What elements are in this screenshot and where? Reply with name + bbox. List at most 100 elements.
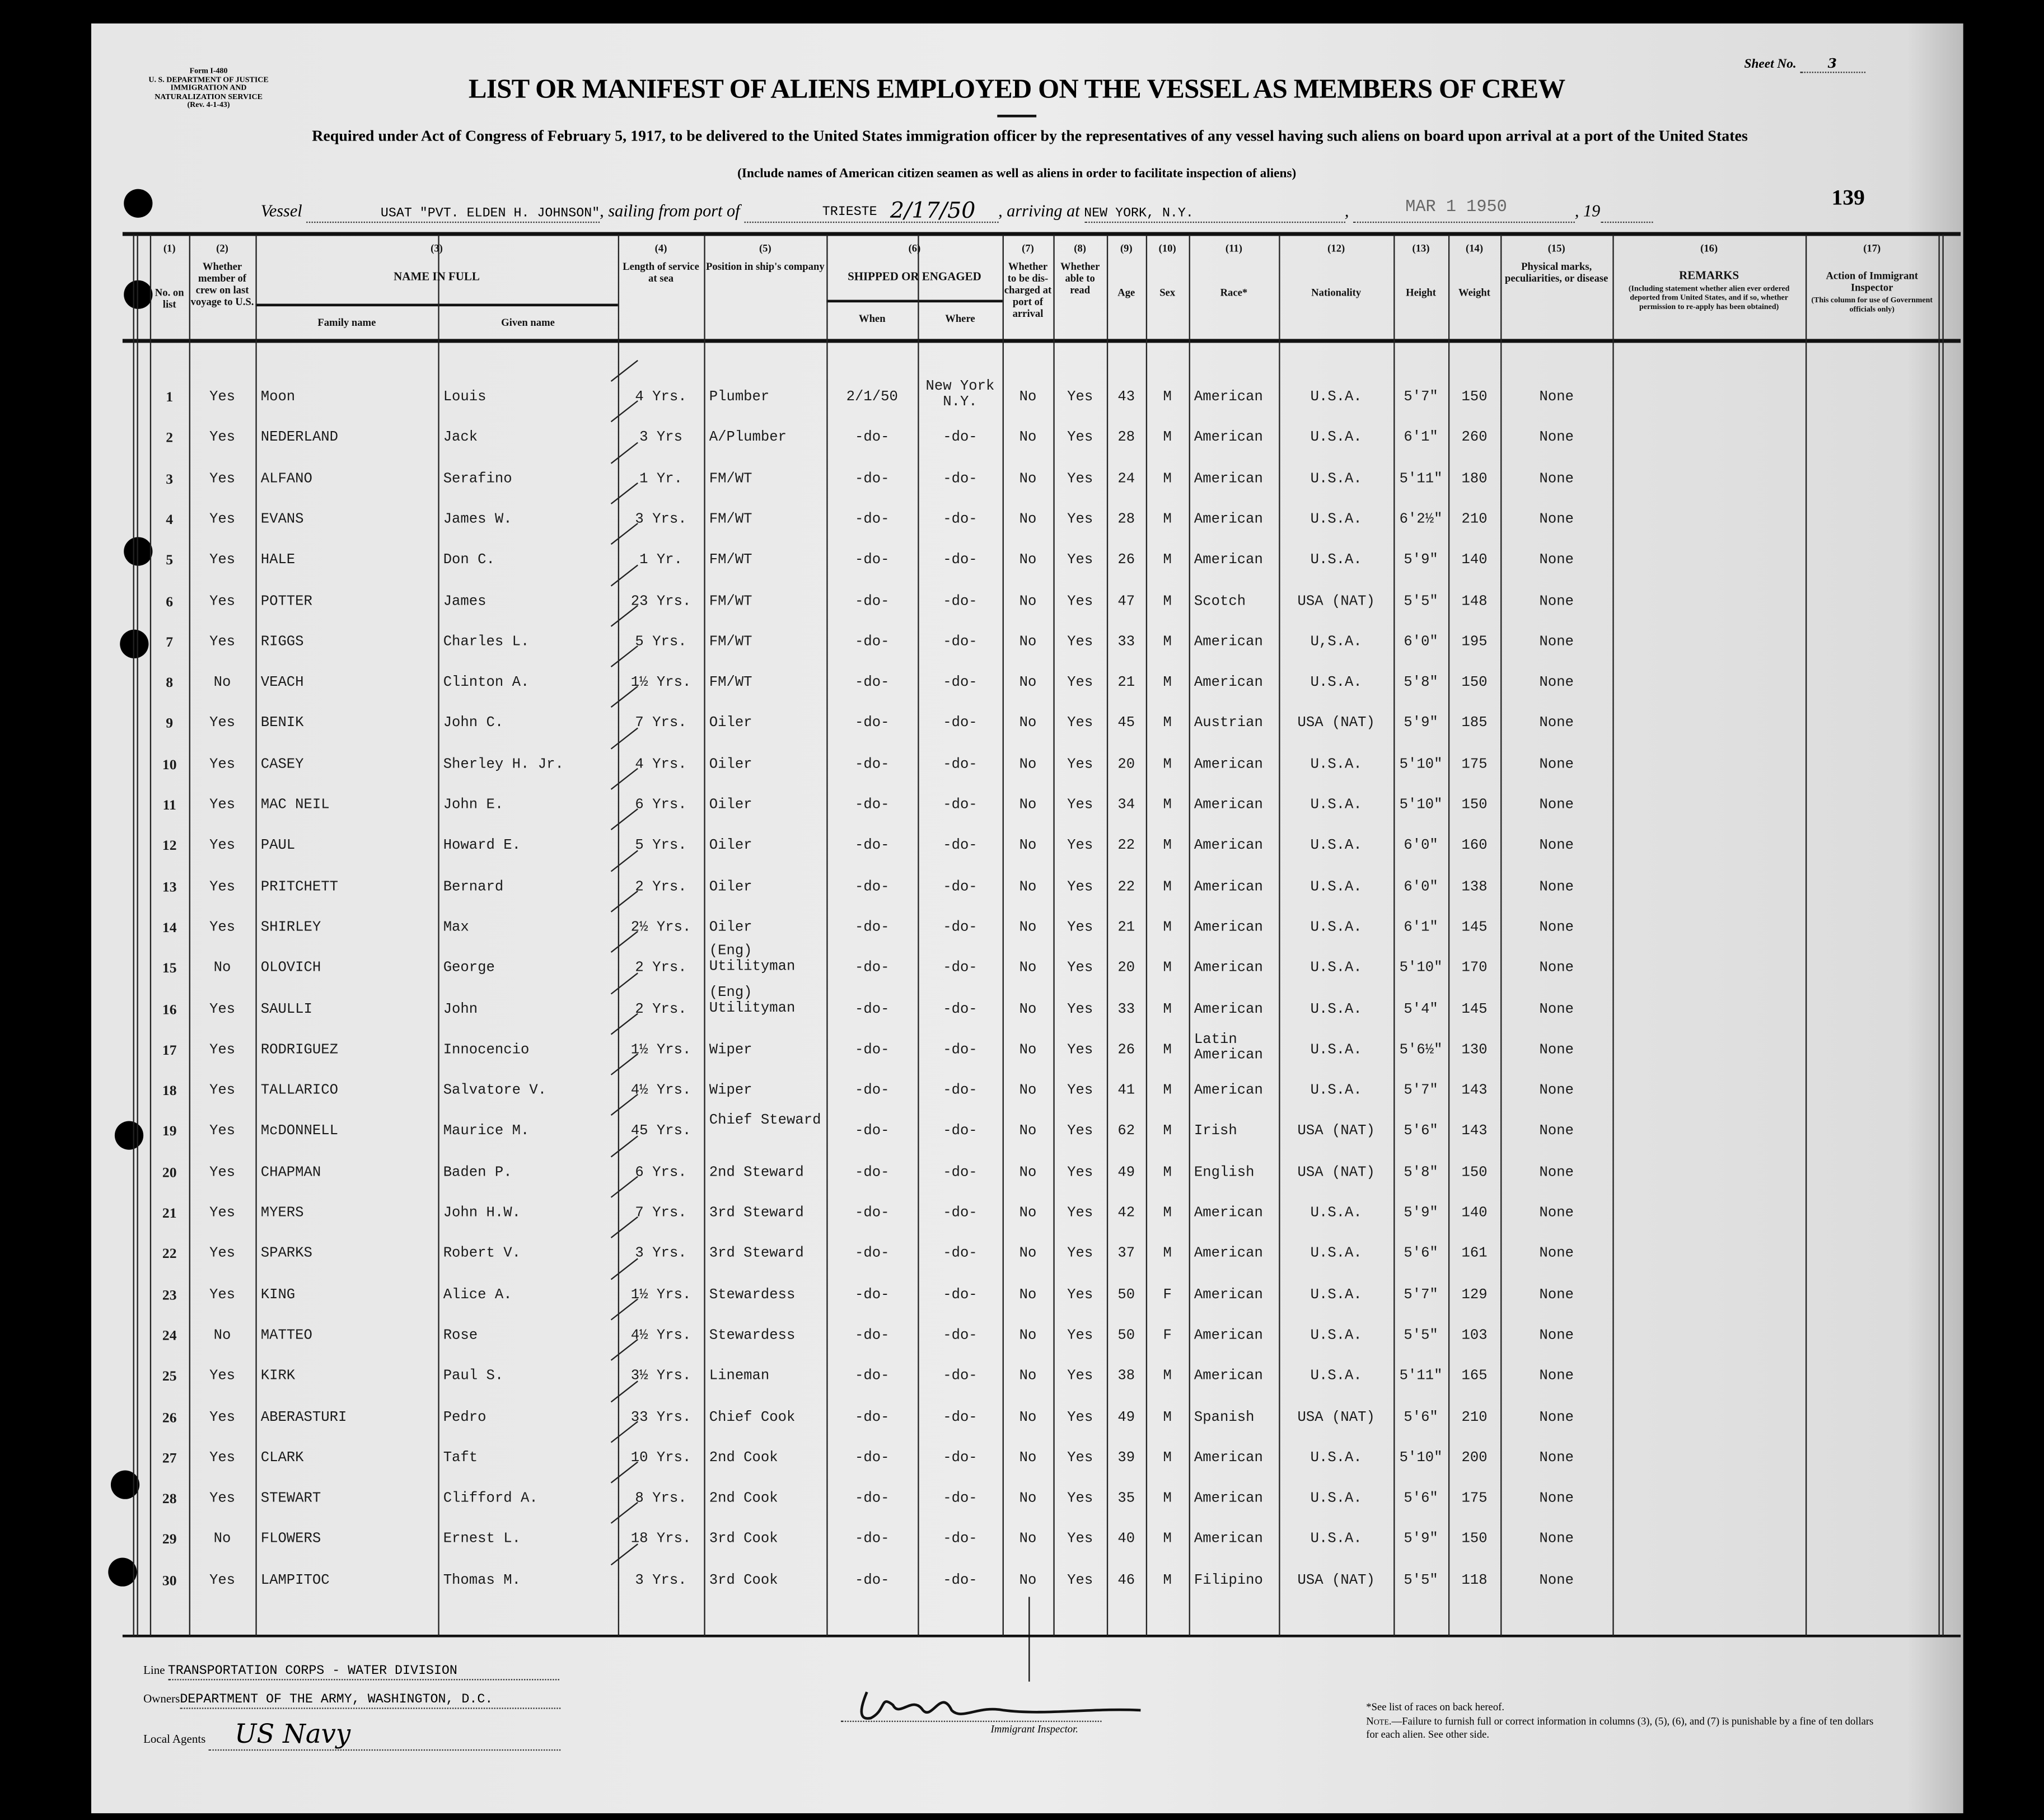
length-of-service: 4 Yrs. bbox=[635, 390, 687, 406]
length-of-service: 4½ Yrs. bbox=[630, 1083, 691, 1100]
row-number: 1 bbox=[166, 390, 174, 406]
shipped-where: -do- bbox=[943, 757, 977, 773]
crew-last-voyage: Yes bbox=[209, 1246, 236, 1262]
crew-last-voyage: Yes bbox=[209, 920, 236, 936]
sheet-number: Sheet No. 3 bbox=[1744, 57, 1865, 73]
crew-last-voyage: Yes bbox=[209, 390, 236, 406]
physical-marks: None bbox=[1539, 1532, 1574, 1548]
crew-last-voyage: Yes bbox=[209, 1205, 236, 1222]
sex: M bbox=[1163, 1491, 1172, 1507]
physical-marks: None bbox=[1539, 716, 1574, 732]
discharged: No bbox=[1019, 1287, 1037, 1303]
nationality: USA (NAT) bbox=[1297, 1410, 1375, 1426]
punch-hole bbox=[108, 1557, 137, 1587]
height: 5'7" bbox=[1404, 1287, 1438, 1303]
position: 3rd Steward bbox=[709, 1246, 804, 1262]
given-name: Taft bbox=[443, 1451, 478, 1467]
race: American bbox=[1194, 798, 1263, 813]
given-name: Max bbox=[443, 920, 469, 936]
age: 33 bbox=[1117, 1002, 1135, 1018]
length-of-service: 8 Yrs. bbox=[635, 1491, 687, 1507]
discharged: No bbox=[1019, 1573, 1037, 1589]
column-rule bbox=[618, 235, 620, 1636]
length-of-service: 23 Yrs. bbox=[630, 593, 691, 610]
family-name: SAULLI bbox=[260, 1002, 312, 1018]
race: American bbox=[1194, 390, 1263, 406]
discharged: No bbox=[1019, 798, 1037, 813]
races-note: *See list of races on back hereof. bbox=[1366, 1701, 1505, 1713]
able-to-read: Yes bbox=[1067, 1124, 1093, 1140]
able-to-read: Yes bbox=[1067, 1532, 1093, 1548]
race: American bbox=[1194, 1328, 1263, 1344]
crew-last-voyage: Yes bbox=[209, 1124, 236, 1140]
sex: M bbox=[1163, 1369, 1172, 1385]
line-field: Line TRANSPORTATION CORPS - WATER DIVISI… bbox=[143, 1663, 559, 1681]
crew-last-voyage: Yes bbox=[209, 1083, 236, 1100]
column-number: (11) bbox=[1225, 242, 1242, 255]
physical-marks: None bbox=[1539, 1164, 1574, 1181]
height: 5'9" bbox=[1404, 716, 1438, 732]
row-number: 6 bbox=[166, 593, 174, 610]
sex: M bbox=[1163, 961, 1172, 977]
table-row: 4 Yes EVANS James W. 3 Yrs. FM/WT -do- -do- No Ye… bbox=[150, 482, 1939, 541]
family-name: ABERASTURI bbox=[260, 1410, 347, 1426]
sex: M bbox=[1163, 1410, 1172, 1426]
nationality: U.S.A. bbox=[1310, 961, 1362, 977]
age: 62 bbox=[1117, 1124, 1135, 1140]
column-header: Action of Immigrant Inspector bbox=[1826, 269, 1918, 293]
table-bottom-rule bbox=[122, 1634, 1961, 1637]
row-number: 22 bbox=[162, 1246, 177, 1262]
able-to-read: Yes bbox=[1067, 1410, 1093, 1426]
sex: M bbox=[1163, 1205, 1172, 1222]
able-to-read: Yes bbox=[1067, 920, 1093, 936]
column-header-detail: (Including statement whether alien ever … bbox=[1628, 285, 1790, 312]
column-header: REMARKS bbox=[1679, 268, 1739, 282]
crew-last-voyage: No bbox=[213, 675, 231, 691]
table-row: 20 Yes CHAPMAN Baden P. 6 Yrs. 2nd Steward -do… bbox=[150, 1135, 1939, 1194]
able-to-read: Yes bbox=[1067, 757, 1093, 773]
height: 5'10" bbox=[1399, 757, 1443, 773]
discharged: No bbox=[1019, 879, 1037, 895]
year-label: , 19 bbox=[1574, 200, 1601, 221]
given-name: John H.W. bbox=[443, 1205, 521, 1222]
age: 24 bbox=[1117, 471, 1135, 487]
height: 5'9" bbox=[1404, 553, 1438, 569]
length-of-service: 18 Yrs. bbox=[630, 1532, 691, 1548]
weight: 175 bbox=[1461, 1491, 1488, 1507]
discharged: No bbox=[1019, 1246, 1037, 1262]
physical-marks: None bbox=[1539, 431, 1574, 447]
family-name: BENIK bbox=[260, 716, 304, 732]
length-of-service: 5 Yrs. bbox=[635, 838, 687, 854]
height: 5'6½" bbox=[1399, 1042, 1443, 1059]
crew-last-voyage: Yes bbox=[209, 512, 236, 528]
position: FM/WT bbox=[709, 593, 752, 610]
column-rule bbox=[1612, 235, 1614, 1636]
row-number: 20 bbox=[162, 1164, 177, 1181]
shipped-where: -do- bbox=[943, 920, 977, 936]
able-to-read: Yes bbox=[1067, 1287, 1093, 1303]
weight: 165 bbox=[1461, 1369, 1488, 1385]
weight: 260 bbox=[1461, 431, 1488, 447]
shipped-when: -do- bbox=[855, 1573, 890, 1589]
crew-last-voyage: Yes bbox=[209, 1287, 236, 1303]
able-to-read: Yes bbox=[1067, 431, 1093, 447]
column-number: (2) bbox=[216, 242, 228, 255]
physical-marks: None bbox=[1539, 1002, 1574, 1018]
discharged: No bbox=[1019, 961, 1037, 977]
sex: M bbox=[1163, 920, 1172, 936]
weight: 145 bbox=[1461, 1002, 1488, 1018]
position: (Eng) Utilityman bbox=[709, 944, 796, 976]
able-to-read: Yes bbox=[1067, 716, 1093, 732]
family-name: SHIRLEY bbox=[260, 920, 321, 936]
nationality: U.S.A. bbox=[1310, 1002, 1362, 1018]
age: 41 bbox=[1117, 1083, 1135, 1100]
race: American bbox=[1194, 512, 1263, 528]
agents-label: Local Agents bbox=[143, 1732, 206, 1746]
shipped-when: -do- bbox=[855, 1532, 890, 1548]
weight: 150 bbox=[1461, 1164, 1488, 1181]
height: 5'5" bbox=[1404, 593, 1438, 610]
shipped-when: -do- bbox=[855, 879, 890, 895]
nationality: U.S.A. bbox=[1310, 1369, 1362, 1385]
family-name: McDONNELL bbox=[260, 1124, 339, 1140]
